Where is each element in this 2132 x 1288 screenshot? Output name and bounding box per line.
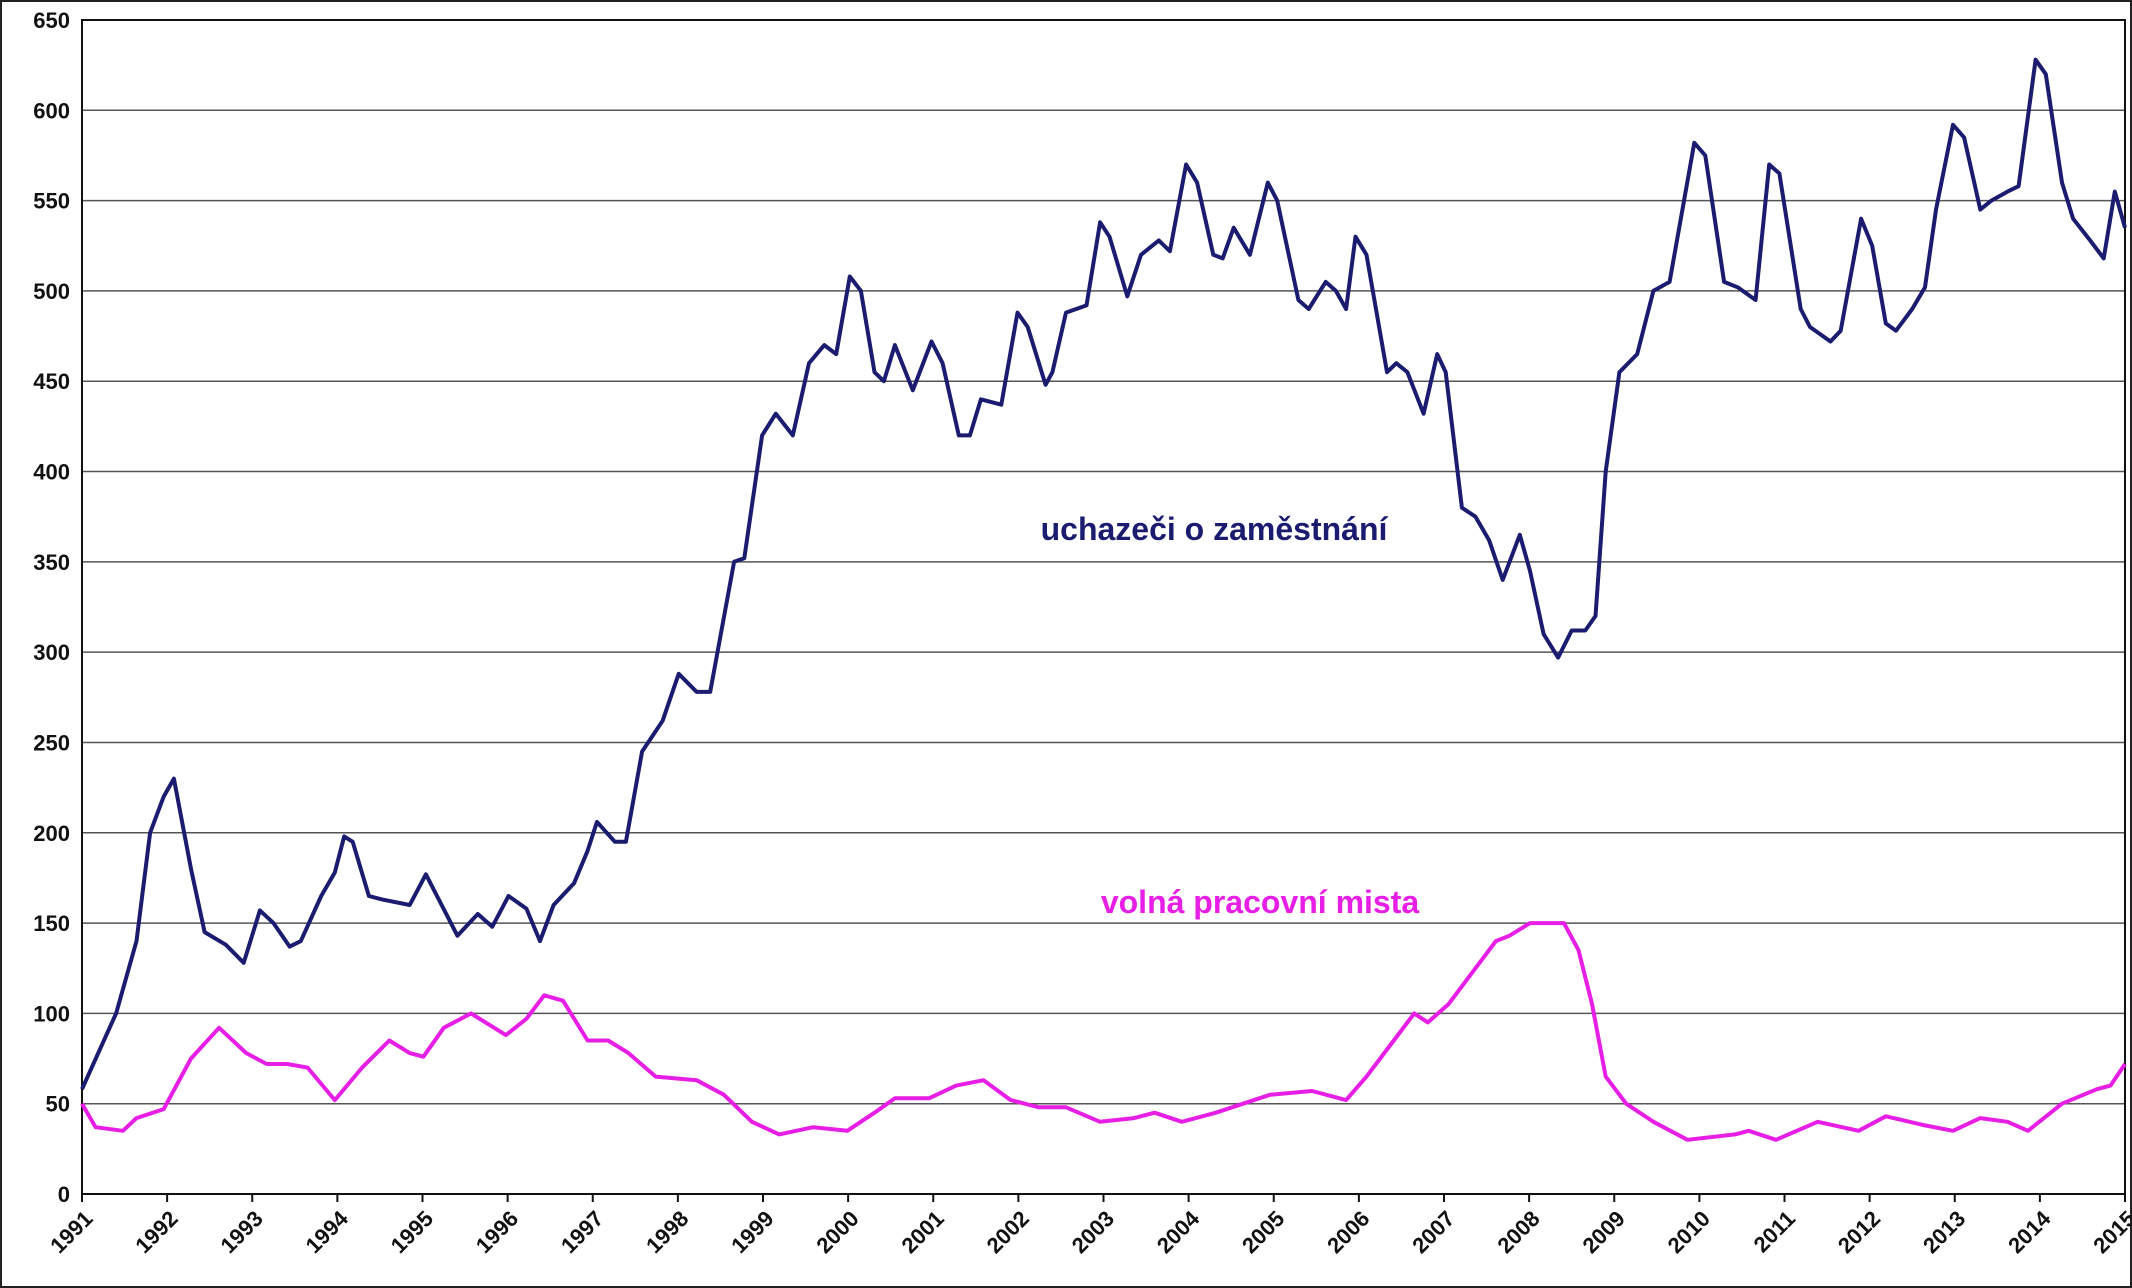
data-line (80, 57, 2127, 1091)
y-tick-label: 450 (33, 369, 70, 394)
y-tick-label: 0 (58, 1182, 70, 1207)
y-tick-label: 500 (33, 279, 70, 304)
data-line (80, 921, 2127, 1142)
y-tick-label: 150 (33, 911, 70, 936)
y-tick-label: 650 (33, 8, 70, 33)
y-tick-label: 50 (46, 1092, 70, 1117)
y-tick-label: 350 (33, 550, 70, 575)
y-tick-label: 600 (33, 98, 70, 123)
y-tick-label: 100 (33, 1001, 70, 1026)
annotation: uchazeči o zaměstnání (1041, 511, 1389, 547)
annotation: volná pracovní mista (1101, 884, 1420, 920)
y-tick-label: 400 (33, 460, 70, 485)
y-tick-label: 550 (33, 189, 70, 214)
y-tick-label: 300 (33, 640, 70, 665)
y-tick-label: 250 (33, 730, 70, 755)
y-tick-label: 200 (33, 821, 70, 846)
